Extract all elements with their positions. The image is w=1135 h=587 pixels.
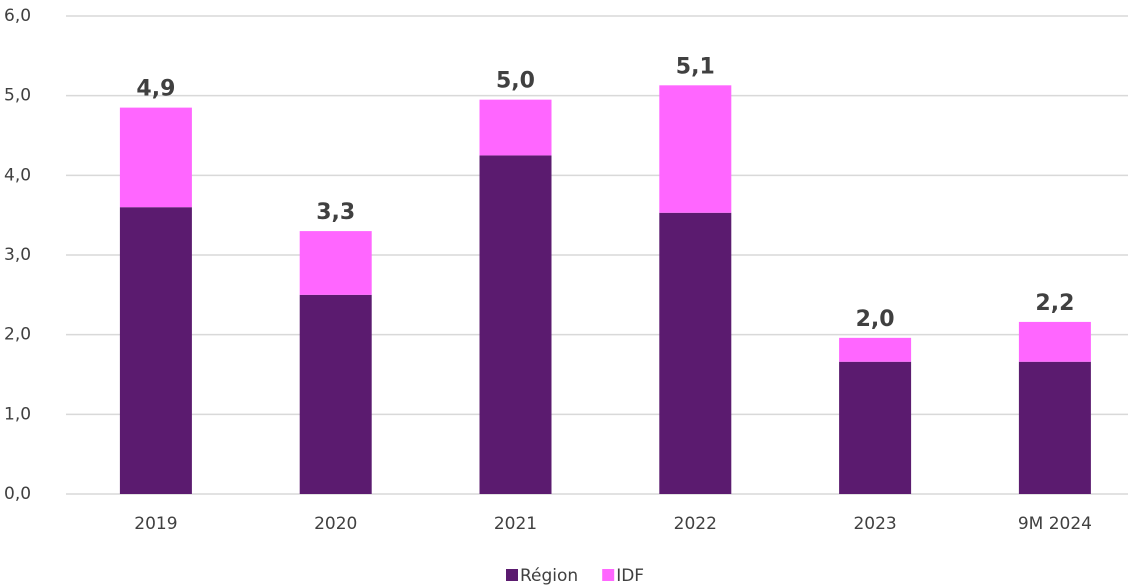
bar-segment [119, 207, 192, 494]
total-label: 3,3 [316, 200, 355, 225]
total-label: 5,0 [496, 69, 535, 94]
bar-segment [659, 212, 732, 494]
x-tick-label: 9M 2024 [1018, 514, 1092, 534]
total-label: 5,1 [676, 54, 715, 79]
x-tick-label: 2023 [853, 514, 896, 534]
y-tick-label: 4,0 [4, 165, 31, 185]
bar-segment [1018, 321, 1091, 362]
bar-segment [1018, 361, 1091, 494]
y-tick-label: 0,0 [4, 484, 31, 504]
x-tick-label: 2020 [314, 514, 357, 534]
legend-label: IDF [616, 566, 644, 586]
x-tick-label: 2021 [494, 514, 537, 534]
bar-segment [839, 337, 912, 362]
total-label: 4,9 [136, 77, 175, 102]
bar-segment [119, 107, 192, 208]
total-label: 2,0 [856, 307, 895, 332]
bar-segment [839, 361, 912, 494]
legend-swatch [506, 569, 518, 581]
total-label: 2,2 [1035, 291, 1074, 316]
y-tick-label: 3,0 [4, 245, 31, 265]
legend-label: Région [520, 566, 578, 586]
x-tick-label: 2019 [134, 514, 177, 534]
y-tick-label: 1,0 [4, 404, 31, 424]
bar-segment [299, 231, 372, 295]
y-tick-label: 6,0 [4, 6, 31, 26]
y-tick-label: 5,0 [4, 86, 31, 106]
bar-segment [479, 155, 552, 494]
legend-swatch [602, 569, 615, 581]
y-tick-label: 2,0 [4, 325, 31, 345]
bar-segment [299, 294, 372, 494]
x-tick-label: 2022 [674, 514, 717, 534]
bar-segment [659, 85, 732, 213]
bar-segment [479, 99, 552, 156]
